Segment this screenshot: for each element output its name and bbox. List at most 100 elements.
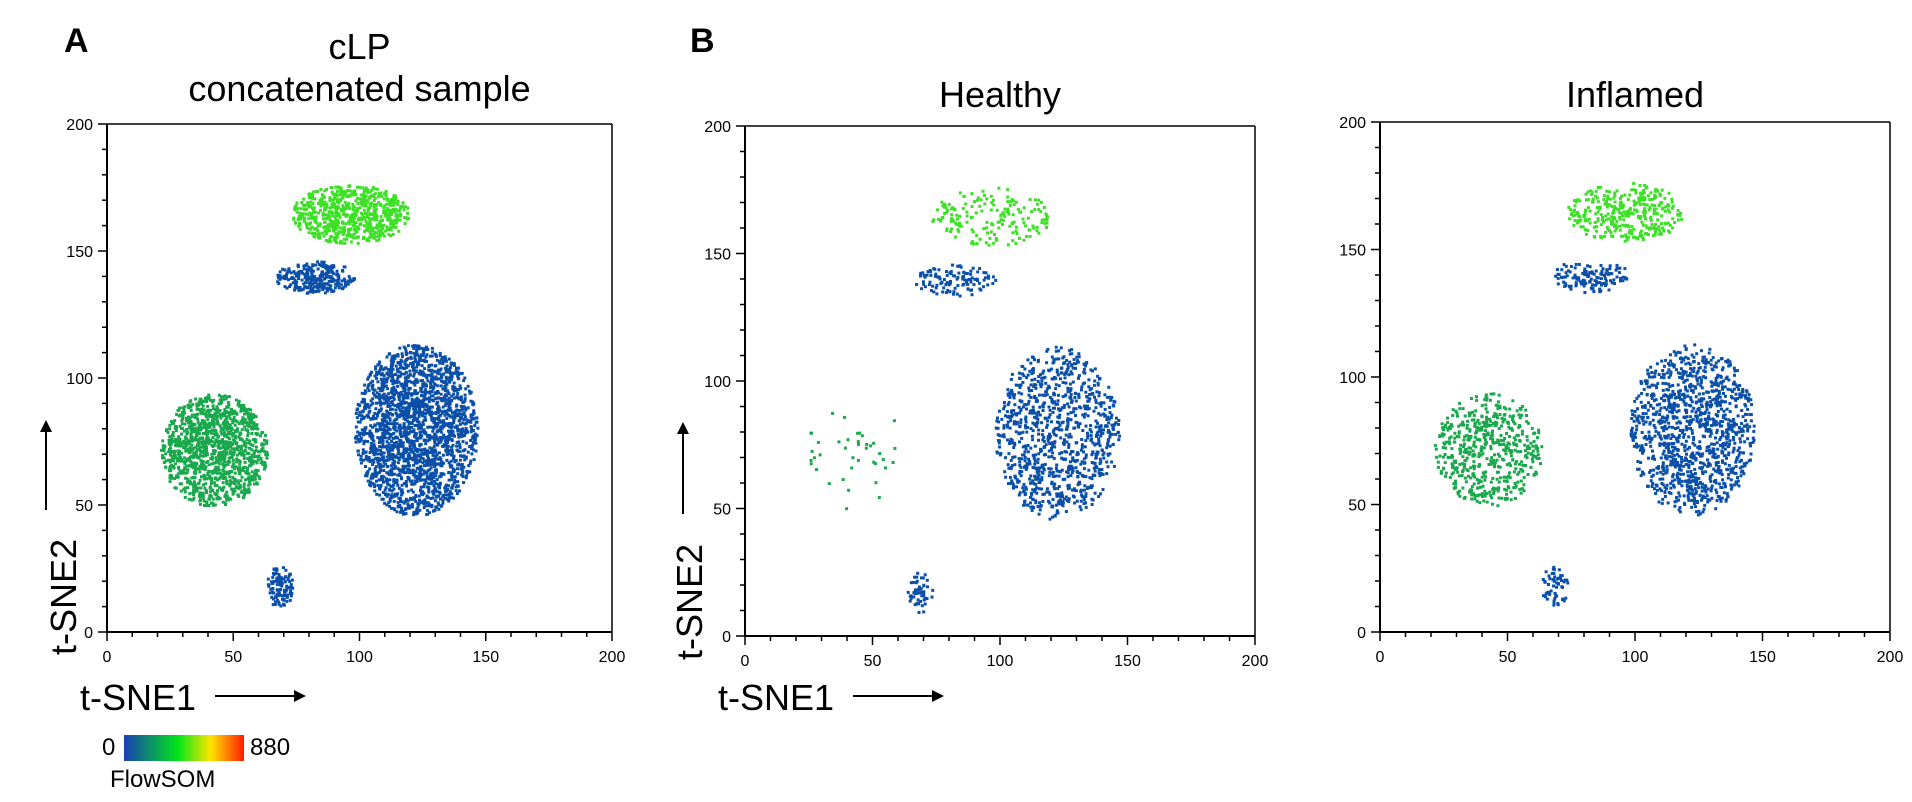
data-point bbox=[446, 408, 450, 412]
data-point bbox=[390, 439, 393, 443]
data-point bbox=[417, 344, 421, 348]
data-point bbox=[448, 380, 452, 384]
data-point bbox=[372, 443, 376, 447]
data-point bbox=[377, 478, 381, 482]
data-point bbox=[380, 474, 384, 478]
data-point bbox=[321, 203, 325, 206]
data-point bbox=[1110, 413, 1114, 417]
data-point bbox=[396, 374, 400, 378]
data-point bbox=[382, 234, 386, 238]
data-point bbox=[298, 227, 302, 231]
data-point bbox=[194, 450, 198, 454]
data-point bbox=[379, 202, 382, 206]
data-point bbox=[1108, 435, 1112, 439]
data-point bbox=[400, 426, 404, 430]
data-point bbox=[354, 440, 358, 444]
data-point bbox=[392, 194, 396, 198]
data-point bbox=[419, 485, 423, 489]
data-point bbox=[1009, 392, 1013, 396]
data-point bbox=[367, 206, 371, 210]
data-point bbox=[1077, 395, 1081, 399]
data-point bbox=[417, 363, 421, 367]
data-point bbox=[463, 458, 467, 462]
data-point bbox=[450, 399, 454, 403]
data-point bbox=[1054, 345, 1058, 349]
data-point bbox=[187, 419, 191, 422]
data-point bbox=[1028, 411, 1032, 415]
data-point bbox=[355, 226, 358, 230]
data-point bbox=[234, 398, 238, 402]
data-point bbox=[438, 368, 442, 372]
data-point bbox=[1045, 425, 1049, 429]
data-point bbox=[392, 431, 396, 435]
data-point bbox=[382, 451, 386, 455]
data-point bbox=[446, 389, 449, 393]
data-point bbox=[162, 456, 166, 460]
data-point bbox=[232, 416, 236, 419]
data-point bbox=[187, 497, 191, 501]
data-point bbox=[1060, 428, 1064, 432]
data-point bbox=[215, 405, 219, 409]
data-point bbox=[313, 231, 317, 235]
data-point bbox=[1118, 434, 1122, 438]
data-point bbox=[225, 494, 229, 498]
data-point bbox=[366, 190, 370, 194]
data-point bbox=[396, 446, 400, 450]
data-point bbox=[211, 501, 215, 505]
data-point bbox=[351, 193, 355, 197]
data-point bbox=[324, 273, 328, 276]
data-point bbox=[366, 386, 370, 390]
data-point bbox=[433, 424, 437, 428]
data-point bbox=[1079, 448, 1083, 452]
data-point bbox=[392, 507, 396, 511]
data-point bbox=[448, 375, 452, 379]
chart-title-clp: cLP concatenated sample bbox=[107, 26, 612, 110]
data-point bbox=[366, 440, 370, 443]
data-point bbox=[419, 346, 423, 350]
data-point bbox=[1002, 426, 1006, 430]
data-point bbox=[331, 272, 335, 276]
data-point bbox=[1024, 447, 1028, 451]
data-point bbox=[1060, 406, 1064, 410]
data-point bbox=[386, 492, 390, 496]
data-point bbox=[453, 460, 457, 464]
data-point bbox=[430, 378, 433, 381]
data-point bbox=[463, 432, 467, 436]
data-point bbox=[475, 420, 479, 424]
data-point bbox=[307, 217, 311, 221]
data-point bbox=[390, 496, 394, 499]
data-point bbox=[1116, 430, 1120, 434]
data-point bbox=[1018, 424, 1022, 428]
data-point bbox=[448, 421, 451, 425]
data-point bbox=[209, 399, 213, 402]
data-point bbox=[369, 441, 373, 445]
data-point bbox=[1024, 487, 1028, 491]
data-point bbox=[460, 463, 464, 466]
data-point bbox=[460, 467, 464, 471]
data-point bbox=[418, 400, 421, 404]
data-point bbox=[1038, 413, 1042, 417]
data-point bbox=[398, 427, 402, 431]
data-point bbox=[362, 442, 366, 446]
data-point bbox=[404, 376, 408, 380]
data-point bbox=[212, 461, 216, 465]
data-point bbox=[394, 208, 398, 212]
data-point bbox=[387, 473, 391, 477]
data-point bbox=[1029, 495, 1032, 499]
data-point bbox=[364, 426, 368, 430]
data-point bbox=[342, 237, 346, 241]
data-point bbox=[381, 464, 385, 468]
data-point bbox=[381, 412, 385, 416]
data-point bbox=[250, 418, 254, 422]
data-point bbox=[324, 232, 328, 236]
data-point bbox=[1042, 369, 1046, 373]
data-point bbox=[1091, 451, 1095, 454]
data-point bbox=[233, 479, 237, 483]
data-point bbox=[194, 488, 198, 491]
data-point bbox=[382, 206, 386, 210]
data-point bbox=[447, 396, 451, 400]
data-point bbox=[451, 443, 455, 447]
data-point bbox=[274, 595, 277, 599]
data-point bbox=[342, 226, 346, 230]
data-point bbox=[232, 462, 236, 466]
